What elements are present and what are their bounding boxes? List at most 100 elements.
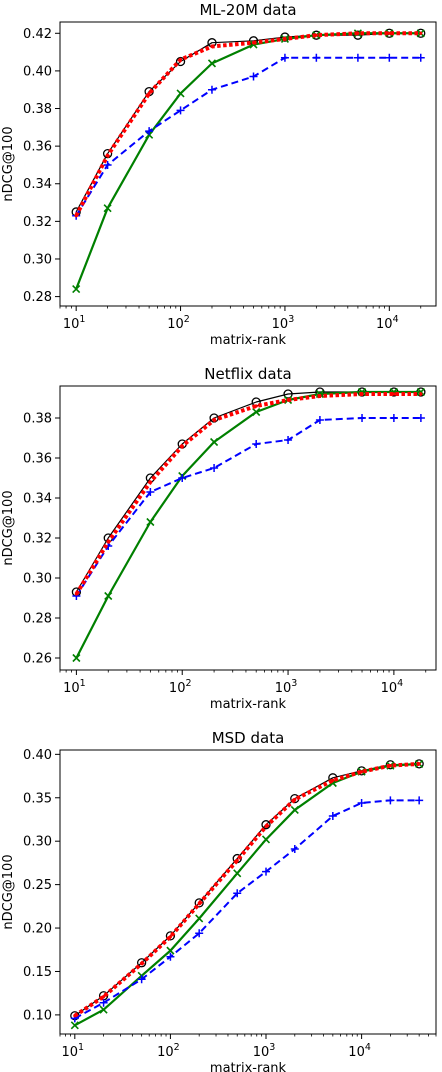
- chart-panel-1: ML-20M data 0.28 0.30 0.32 0.34 0.36 0.38 0.40 0…: [1, 1, 437, 348]
- data-point: [357, 798, 366, 807]
- data-point: [194, 898, 204, 908]
- data-point: [106, 540, 110, 544]
- data-point: [73, 1014, 77, 1018]
- data-point: [312, 53, 321, 62]
- data-point: [146, 517, 155, 527]
- axes-frame: [59, 385, 437, 671]
- series-green-x: [72, 29, 425, 294]
- y-tick-label: 0.15: [23, 965, 52, 980]
- data-point: [235, 858, 239, 862]
- x-tick-base: 10: [381, 681, 398, 696]
- data-point: [74, 592, 78, 596]
- data-point: [293, 797, 297, 802]
- x-tick-label: 101: [63, 314, 86, 332]
- data-point: [99, 998, 108, 1007]
- x-tick-exponent: 2: [184, 314, 190, 325]
- y-tick-label: 0.32: [23, 532, 52, 547]
- data-point: [74, 214, 78, 218]
- x-axis-label: matrix-rank: [210, 1061, 287, 1072]
- chart-title: Netflix data: [204, 365, 291, 383]
- x-tick-label: 104: [348, 1042, 371, 1060]
- data-point: [419, 31, 423, 35]
- series-line: [75, 32, 421, 290]
- series-line: [75, 390, 421, 659]
- data-point: [233, 889, 242, 898]
- y-tick-label: 0.32: [23, 215, 52, 230]
- data-point: [166, 946, 175, 955]
- data-point: [233, 869, 242, 878]
- x-tick-exponent: 2: [185, 678, 191, 689]
- y-tick-label: 0.42: [23, 27, 52, 42]
- data-point: [104, 591, 113, 601]
- series-line: [75, 417, 421, 597]
- data-point: [389, 414, 398, 422]
- data-point: [264, 824, 268, 829]
- y-tick-label: 0.38: [23, 102, 52, 117]
- y-tick-label: 0.25: [23, 878, 52, 893]
- data-point: [165, 931, 176, 941]
- data-point: [166, 952, 175, 961]
- y-tick-label: 0.35: [23, 791, 52, 806]
- axes-frame: [59, 749, 437, 1035]
- x-tick-base: 10: [253, 1045, 270, 1060]
- y-tick-label: 0.30: [23, 252, 52, 267]
- data-point: [252, 407, 261, 417]
- x-tick-base: 10: [63, 317, 80, 332]
- plot-area: [71, 28, 426, 294]
- series-red-dotted: [74, 31, 423, 218]
- y-tick-label: 0.34: [23, 492, 52, 507]
- chart-title: ML-20M data: [199, 1, 296, 19]
- data-point: [254, 404, 258, 408]
- y-tick-label: 0.28: [23, 290, 52, 305]
- x-tick-label: 101: [62, 1042, 85, 1060]
- data-point: [387, 31, 391, 35]
- data-point: [72, 653, 81, 663]
- data-point: [99, 1005, 108, 1014]
- data-point: [146, 488, 155, 496]
- series-blue-plus: [72, 414, 425, 600]
- y-axis-label: nDCG@100: [1, 126, 16, 201]
- data-point: [386, 796, 395, 805]
- data-point: [175, 56, 186, 67]
- x-tick-exponent: 1: [79, 314, 85, 325]
- data-point: [147, 91, 151, 96]
- data-point: [262, 867, 271, 876]
- y-tick-label: 0.10: [23, 1008, 52, 1023]
- data-point: [252, 440, 261, 448]
- data-point: [210, 464, 219, 472]
- x-tick-base: 10: [275, 681, 292, 696]
- x-axis-label: matrix-rank: [210, 697, 287, 712]
- data-point: [290, 805, 299, 814]
- data-point: [360, 770, 364, 774]
- y-axis-label: nDCG@100: [1, 854, 16, 929]
- x-axis-label: matrix-rank: [210, 333, 287, 348]
- x-tick-exponent: 1: [78, 1042, 84, 1053]
- x-tick-exponent: 2: [174, 1042, 180, 1053]
- plot-area: [71, 387, 426, 663]
- data-point: [415, 796, 424, 805]
- x-tick-base: 10: [348, 1045, 365, 1060]
- data-point: [148, 480, 152, 484]
- data-point: [331, 778, 335, 782]
- y-tick-label: 0.36: [23, 140, 52, 155]
- data-point: [207, 85, 216, 94]
- x-tick-base: 10: [169, 681, 186, 696]
- x-tick-base: 10: [272, 317, 289, 332]
- data-point: [176, 89, 185, 98]
- data-point: [416, 414, 425, 422]
- data-point: [280, 53, 289, 62]
- data-point: [178, 474, 187, 482]
- data-point: [318, 394, 322, 398]
- y-tick-label: 0.38: [23, 412, 52, 427]
- data-point: [249, 72, 258, 81]
- y-tick-label: 0.30: [23, 835, 52, 850]
- x-tick-exponent: 3: [288, 314, 294, 325]
- x-tick-label: 103: [272, 314, 295, 332]
- x-tick-label: 103: [253, 1042, 276, 1060]
- x-tick-base: 10: [63, 681, 80, 696]
- series-blue-plus: [72, 53, 425, 220]
- y-axis-label: nDCG@100: [1, 490, 16, 565]
- data-point: [195, 914, 204, 923]
- x-tick-exponent: 1: [80, 678, 86, 689]
